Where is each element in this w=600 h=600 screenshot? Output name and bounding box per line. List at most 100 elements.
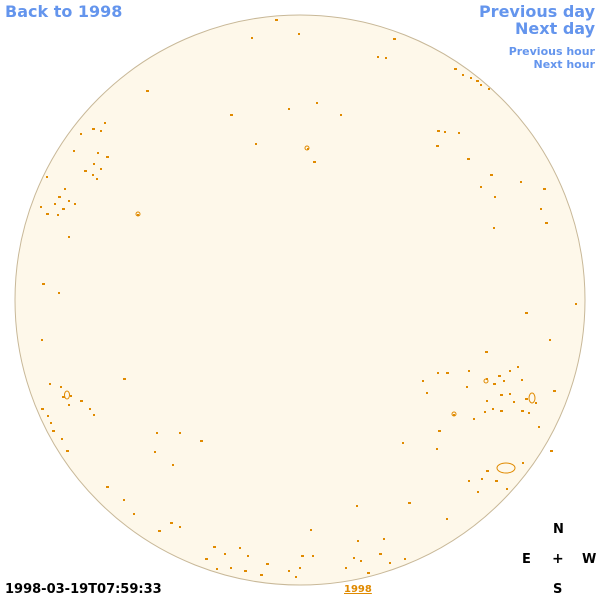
contour-mark [389,562,391,564]
contour-mark [96,178,98,180]
contour-mark [224,553,226,555]
contour-mark [299,567,301,569]
contour-mark [436,145,439,147]
contour-mark [493,227,495,229]
contour-mark [42,283,45,285]
contour-mark [467,158,470,160]
contour-mark [68,200,70,202]
contour-mark [50,422,52,424]
contour-mark [80,133,82,135]
contour-mark [446,372,449,374]
contour-mark [92,174,94,176]
contour-mark [213,546,216,548]
contour-mark [426,392,428,394]
contour-mark [307,148,309,150]
contour-mark [521,410,524,412]
contour-mark [266,563,269,565]
contour-mark [360,560,362,562]
contour-mark [288,108,290,110]
contour-mark [466,386,468,388]
contour-mark [492,408,494,410]
contour-ring [304,145,310,151]
contour-mark [58,292,60,294]
next-day-link[interactable]: Next day [515,19,595,38]
contour-mark [402,442,404,444]
contour-mark [549,339,551,341]
contour-mark [575,303,577,305]
contour-mark [47,415,49,417]
contour-ring [64,390,70,400]
contour-mark [74,203,76,205]
contour-mark [41,339,43,341]
contour-mark [54,203,56,205]
contour-mark [61,438,63,440]
contour-mark [310,529,312,531]
contour-mark [62,208,65,210]
contour-mark [528,412,530,414]
contour-mark [298,33,300,35]
contour-mark [436,448,438,450]
contour-mark [68,404,70,406]
contour-mark [485,351,488,353]
contour-mark [345,567,347,569]
contour-mark [553,390,556,392]
contour-mark [385,57,387,59]
contour-mark [70,395,72,397]
contour-mark [356,505,358,507]
previous-hour-link[interactable]: Previous hour [508,45,595,58]
contour-mark [123,499,125,501]
solar-disk [14,14,586,586]
contour-mark [535,402,537,404]
contour-mark [490,174,493,176]
previous-day-link[interactable]: Previous day [478,2,595,21]
contour-mark [404,558,406,560]
contour-mark [444,131,446,133]
contour-mark [453,414,455,416]
contour-mark [473,418,475,420]
contour-ring [496,462,516,474]
contour-mark [525,312,528,314]
contour-mark [60,386,62,388]
contour-mark [367,572,370,574]
contour-mark [275,19,278,21]
next-hour-link[interactable]: Next hour [533,58,596,71]
year-link[interactable]: 1998 [344,584,372,595]
contour-mark [73,150,75,152]
contour-mark [477,491,479,493]
contour-mark [481,478,483,480]
contour-mark [377,56,379,58]
contour-mark [46,176,48,178]
contour-mark [146,90,149,92]
contour-mark [100,130,102,132]
contour-mark [446,518,448,520]
contour-mark [437,130,440,132]
contour-mark [503,380,505,382]
contour-mark [509,393,511,395]
back-to-year-link[interactable]: Back to 1998 [5,2,123,21]
contour-mark [66,450,69,452]
contour-mark [288,570,290,572]
contour-mark [62,396,65,398]
contour-mark [493,383,496,385]
contour-mark [393,38,396,40]
contour-mark [545,222,548,224]
contour-mark [123,378,126,380]
contour-mark [513,401,515,403]
contour-mark [106,486,109,488]
contour-mark [301,555,304,557]
contour-mark [520,181,522,183]
compass-center-cross: + [552,551,564,567]
contour-mark [64,188,66,190]
contour-mark [179,526,181,528]
contour-mark [543,188,546,190]
contour-mark [480,186,482,188]
contour-mark [550,450,553,452]
contour-ring [135,211,141,217]
contour-mark [244,570,247,572]
contour-mark [486,470,489,472]
contour-mark [316,102,318,104]
contour-mark [408,502,411,504]
contour-mark [509,370,511,372]
compass-north: N [553,522,564,537]
